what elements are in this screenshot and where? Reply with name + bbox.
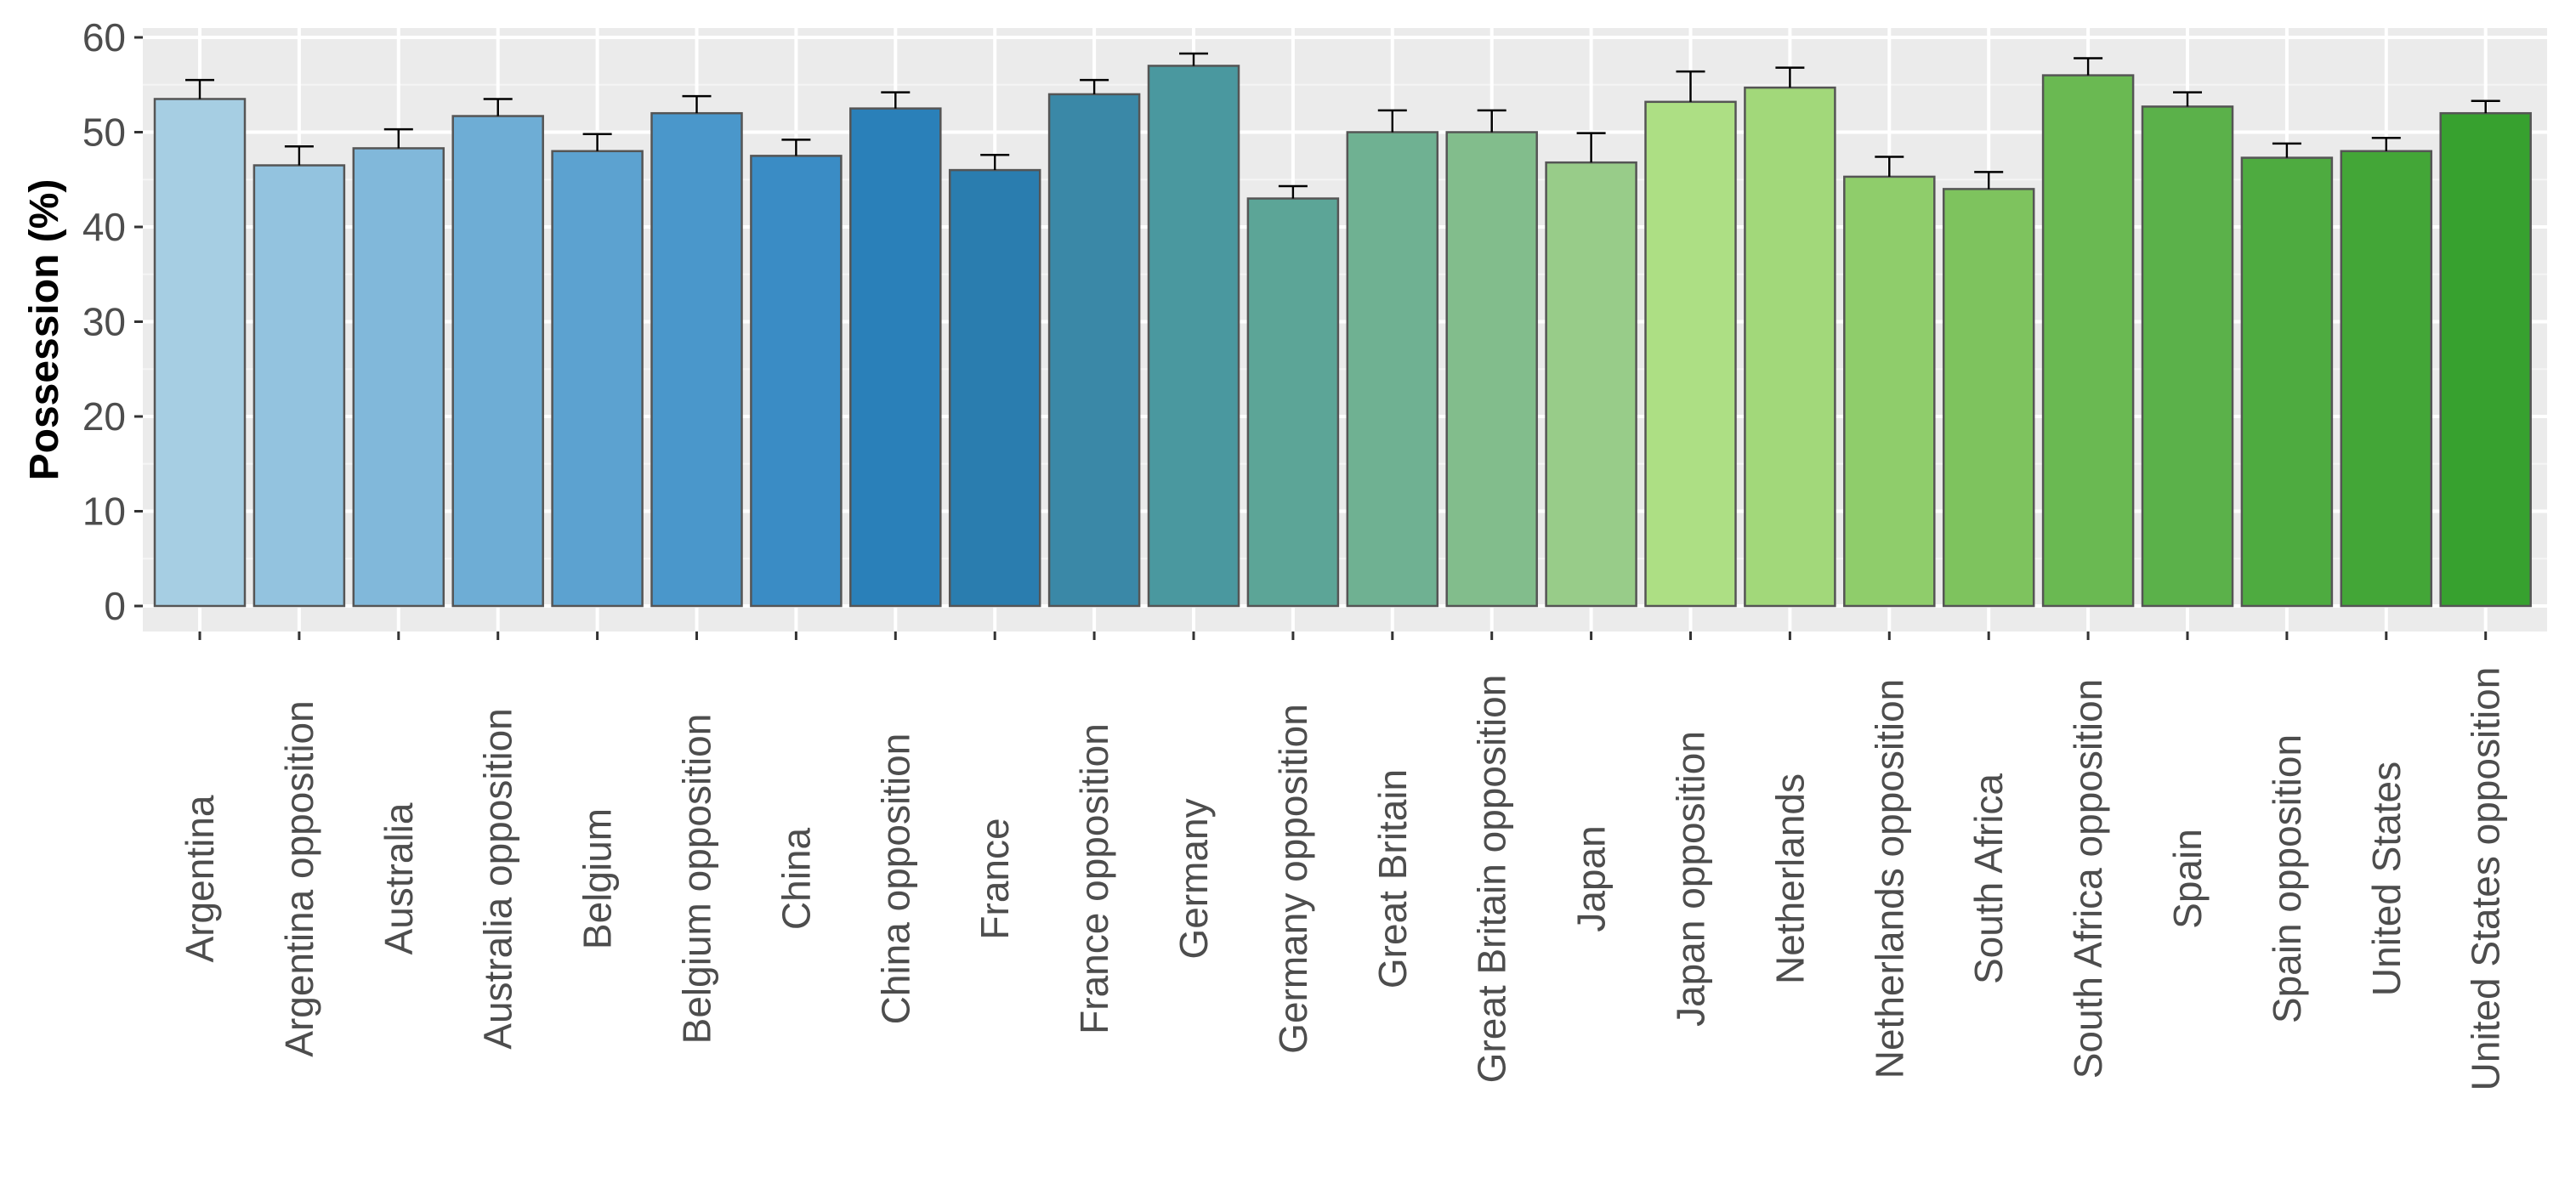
x-tick-label: South Africa opposition (2066, 679, 2110, 1079)
bar (2041, 74, 2135, 608)
bar (2439, 111, 2532, 608)
bar (948, 168, 1041, 608)
x-tick-label: France (973, 818, 1017, 939)
y-tick-label: 30 (82, 300, 126, 344)
x-tick-label: China opposition (873, 733, 917, 1025)
y-axis-title: Possession (%) (22, 179, 67, 481)
x-tick-label: Germany (1172, 798, 1216, 959)
x-tick-label: Argentina opposition (277, 700, 321, 1056)
bar (1843, 175, 1936, 608)
y-tick-label: 40 (82, 205, 126, 249)
y-tick-label: 60 (82, 15, 126, 59)
x-axis: Argentina Argentina opposition Australia Au… (178, 631, 2508, 1090)
x-tick-label: Belgium opposition (675, 714, 719, 1045)
x-tick-label: Spain opposition (2265, 734, 2309, 1023)
bar (1744, 86, 1836, 608)
y-tick-label: 10 (82, 490, 126, 534)
bar (1644, 100, 1737, 608)
x-tick-label: Argentina (178, 795, 222, 962)
bar (1445, 131, 1538, 608)
bar (1246, 197, 1340, 608)
x-tick-label: Japan (1569, 825, 1614, 932)
x-tick-label: Netherlands opposition (1867, 679, 1911, 1079)
y-tick-label: 20 (82, 394, 126, 439)
bar (1047, 93, 1141, 608)
x-tick-label: South Africa (1966, 773, 2011, 984)
y-axis: 0 10 20 30 40 50 60 (82, 15, 143, 628)
bar (2240, 156, 2334, 608)
bar (650, 111, 743, 608)
bar (750, 155, 843, 608)
bar (252, 164, 346, 608)
x-tick-label: Spain (2165, 829, 2210, 929)
x-tick-label: United States opposition (2464, 667, 2508, 1091)
error-bars (185, 52, 2500, 199)
bar (1346, 131, 1439, 608)
x-tick-label: Great Britain opposition (1470, 675, 1514, 1084)
bar (352, 147, 445, 608)
bar (153, 98, 247, 608)
y-tick-label: 0 (104, 584, 126, 628)
bar (1942, 188, 2035, 608)
bar (551, 150, 644, 608)
x-tick-label: Germany opposition (1271, 704, 1315, 1054)
x-tick-label: Great Britain (1370, 769, 1415, 988)
bar (2340, 150, 2433, 608)
x-tick-label: Australia opposition (476, 708, 520, 1049)
bar (1147, 65, 1240, 608)
bar (849, 107, 942, 608)
bars (153, 65, 2532, 608)
x-tick-label: France opposition (1072, 723, 1116, 1034)
x-tick-label: Netherlands (1767, 773, 1812, 984)
bar (1545, 161, 1637, 608)
x-tick-label: Belgium (576, 808, 620, 949)
bar (451, 115, 544, 608)
x-tick-label: United States (2364, 762, 2409, 996)
x-tick-label: China (774, 827, 818, 930)
x-tick-label: Australia (377, 802, 421, 954)
y-tick-label: 50 (82, 110, 126, 155)
bar (2141, 105, 2234, 608)
x-tick-label: Japan opposition (1669, 731, 1713, 1027)
